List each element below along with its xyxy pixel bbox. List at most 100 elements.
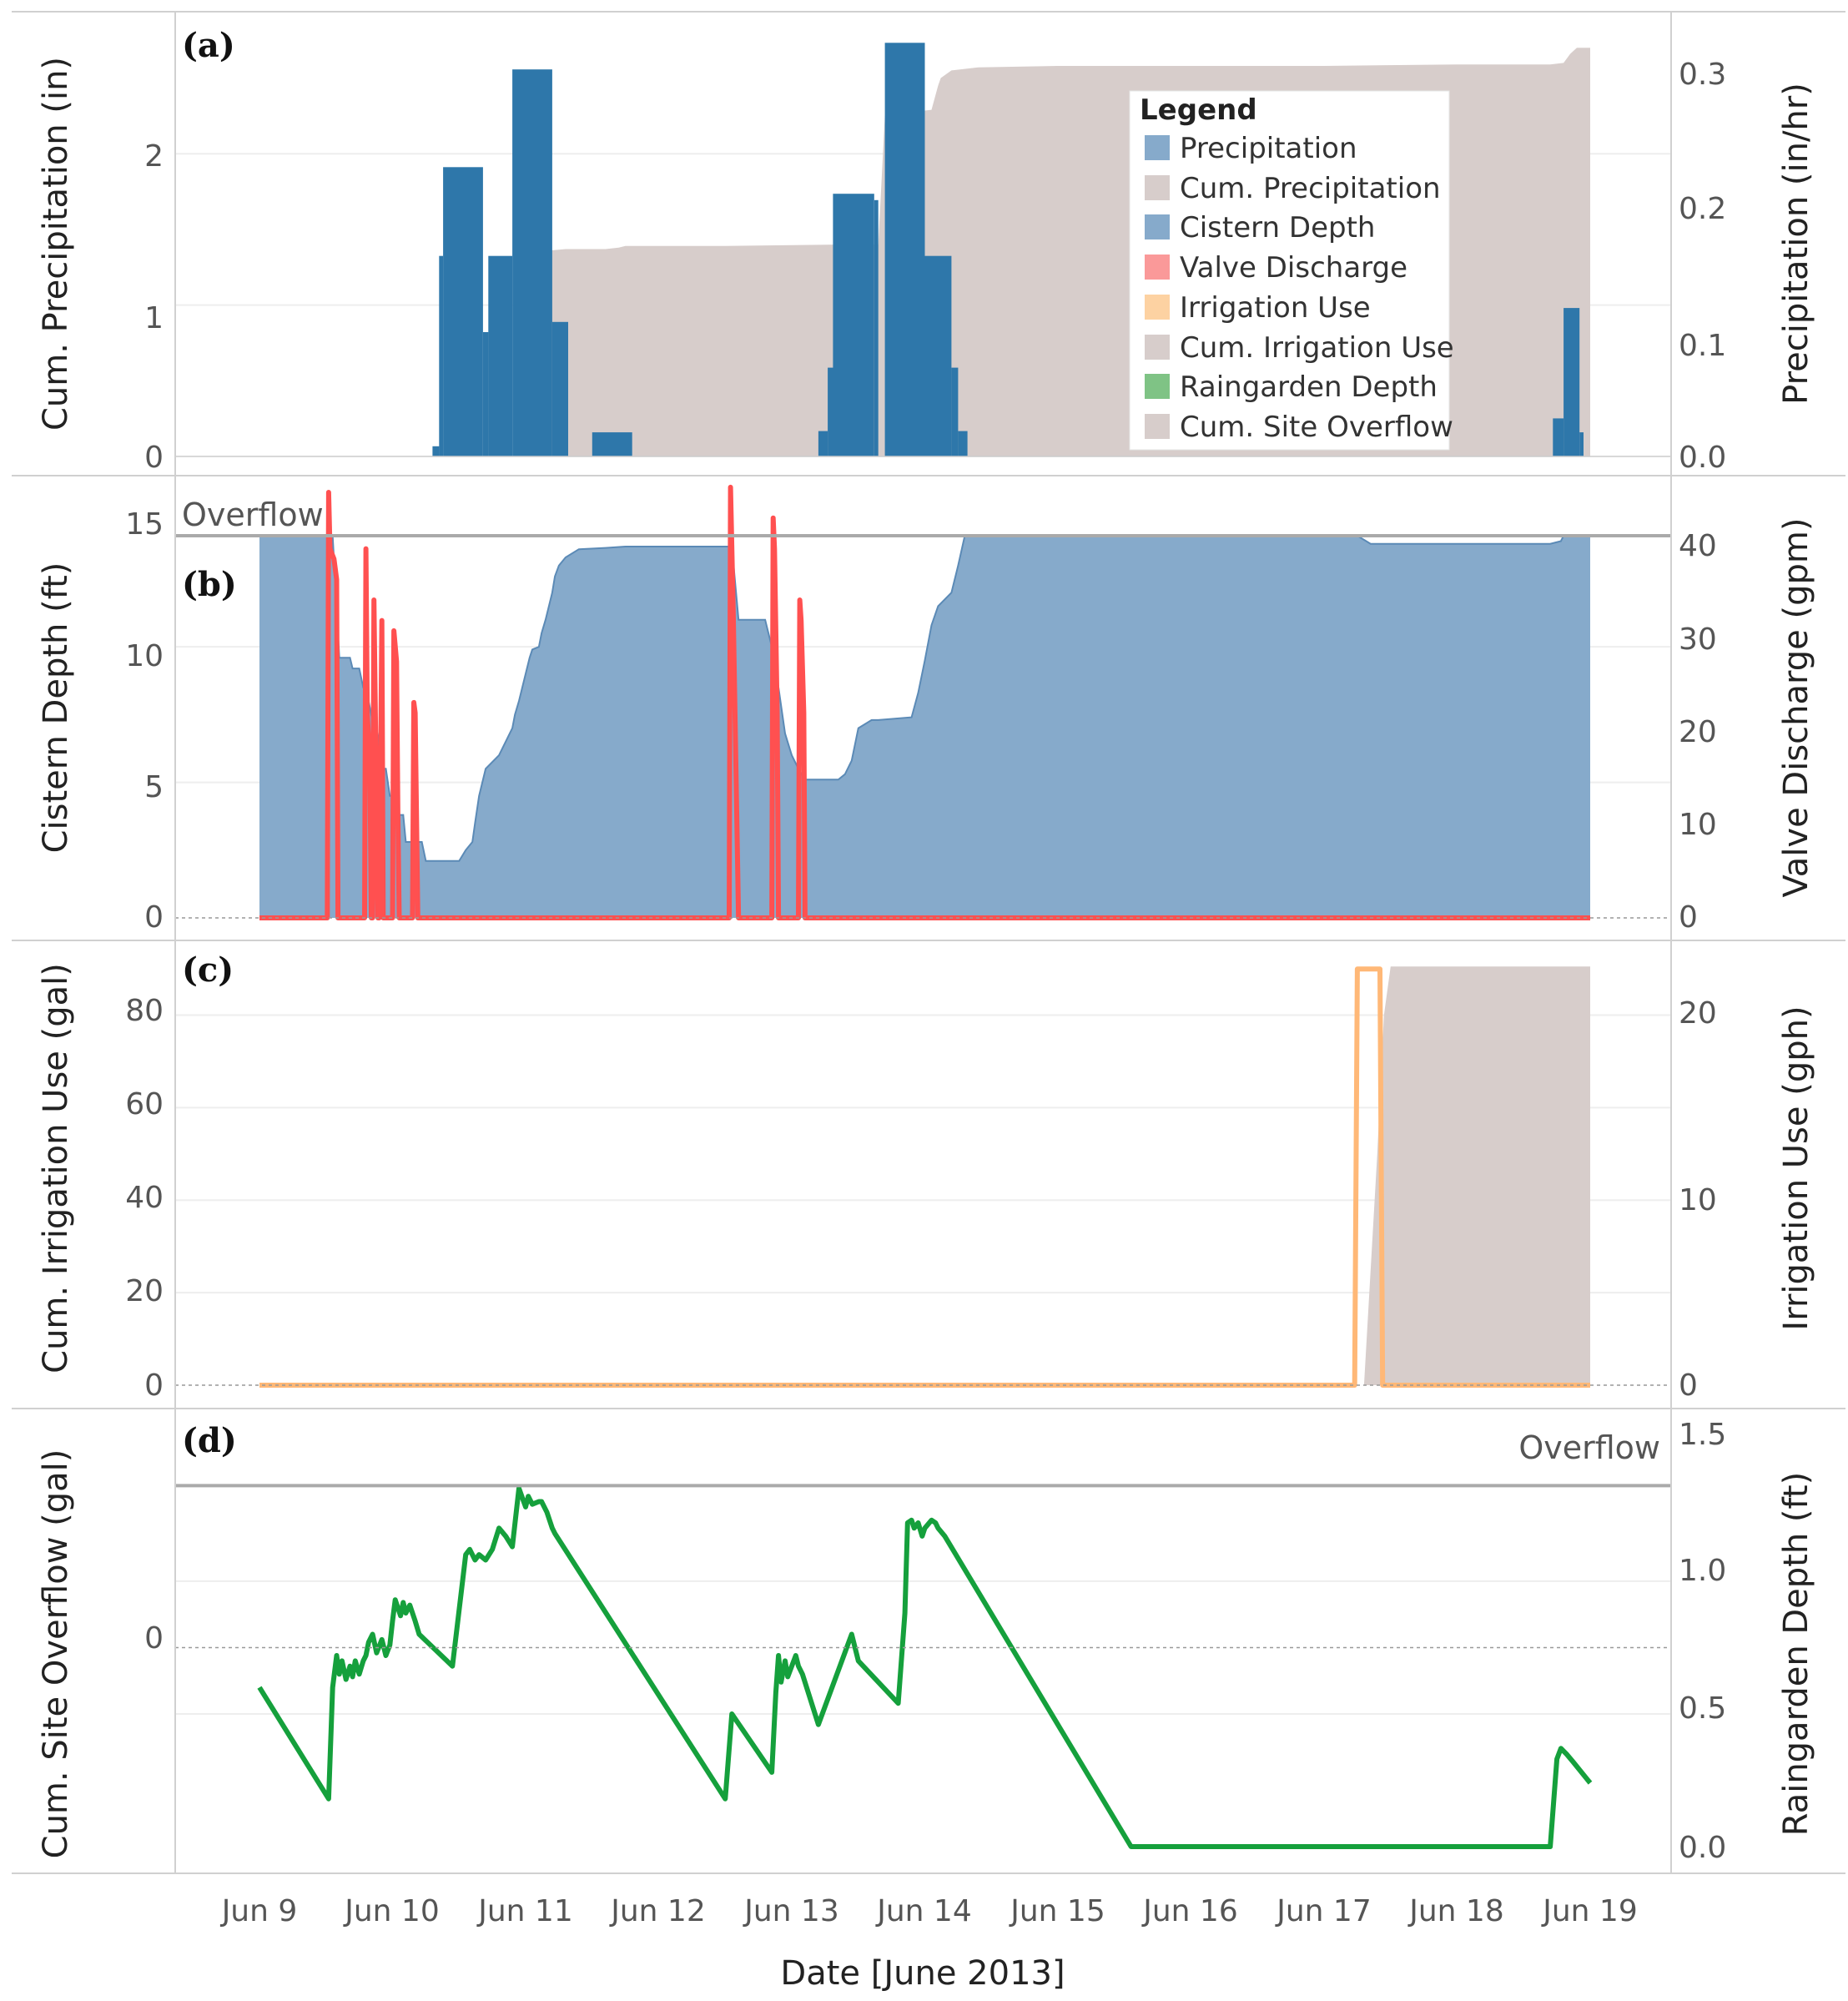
- legend-label-cum-site-overflow: Cum. Site Overflow: [1180, 411, 1453, 444]
- panel-a-right-axis-title: Precipitation (in/hr): [1777, 83, 1815, 405]
- precipitation-bar: [488, 255, 512, 456]
- x-axis: Jun 9 Jun 10 Jun 11 Jun 12 Jun 13 Jun 14…: [220, 1894, 1638, 1928]
- precipitation-bar: [551, 321, 568, 456]
- overflow-label-d: Overflow: [1518, 1429, 1660, 1466]
- legend-swatch-precipitation: [1145, 135, 1170, 160]
- legend-swatch-irrigation-use: [1145, 295, 1170, 320]
- x-tick-label: Jun 10: [343, 1894, 440, 1928]
- panel-b-left-tick: 0: [144, 900, 164, 935]
- legend-label-cum-precipitation: Cum. Precipitation: [1180, 172, 1441, 205]
- panel-d-right-tick: 1.0: [1679, 1554, 1726, 1588]
- precipitation-bar: [884, 43, 925, 457]
- panel-b-left-tick: 5: [144, 770, 164, 804]
- panel-d-right-axis-title: Raingarden Depth (ft): [1777, 1472, 1815, 1836]
- panel-a-left-tick: 1: [144, 301, 164, 335]
- panel-b-letter: (b): [182, 565, 237, 604]
- legend-title: Legend: [1140, 93, 1257, 127]
- panel-c-right-tick: 0: [1679, 1368, 1698, 1403]
- x-tick-label: Jun 14: [875, 1894, 972, 1928]
- panel-a-left-axis-title: Cum. Precipitation (in): [37, 57, 75, 431]
- x-tick-label: Jun 16: [1141, 1894, 1238, 1928]
- precipitation-bar: [874, 199, 879, 457]
- legend: Legend Precipitation Cum. Precipitation …: [1129, 90, 1454, 451]
- precipitation-bar: [924, 255, 952, 456]
- legend-label-irrigation-use: Irrigation Use: [1180, 291, 1371, 325]
- panel-a-left-tick: 0: [144, 441, 164, 475]
- raingarden-depth-line: [257, 1485, 1593, 1849]
- precipitation-bar: [1563, 308, 1580, 456]
- legend-box: [1129, 90, 1450, 451]
- x-tick-label: Jun 15: [1009, 1894, 1105, 1928]
- panel-c-right-axis-title: Irrigation Use (gph): [1777, 1006, 1815, 1330]
- legend-swatch-cistern-depth: [1145, 214, 1170, 239]
- panel-c-right-tick: 10: [1679, 1183, 1717, 1217]
- x-tick-label: Jun 19: [1541, 1894, 1638, 1928]
- precipitation-bar: [958, 431, 968, 456]
- precipitation-bar: [828, 367, 833, 456]
- precipitation-bar: [951, 367, 959, 456]
- panel-b-right-tick: 10: [1679, 808, 1717, 842]
- panel-c-left-tick: 0: [144, 1368, 164, 1403]
- precipitation-bar: [443, 167, 483, 457]
- legend-swatch-cum-site-overflow: [1145, 414, 1170, 439]
- panel-b-right-tick: 0: [1679, 900, 1698, 935]
- legend-label-cum-irrigation-use: Cum. Irrigation Use: [1180, 331, 1454, 365]
- precipitation-bar: [1579, 432, 1584, 456]
- x-tick-label: Jun 17: [1275, 1894, 1372, 1928]
- panel-b-left-tick: 15: [125, 507, 164, 542]
- precipitation-bar: [818, 431, 828, 456]
- legend-label-cistern-depth: Cistern Depth: [1180, 211, 1375, 244]
- panel-d-right-tick: 0.0: [1679, 1831, 1726, 1865]
- panel-b-right-axis-title: Valve Discharge (gpm): [1777, 518, 1815, 898]
- panel-a-left-tick: 2: [144, 139, 164, 174]
- legend-swatch-valve-discharge: [1145, 255, 1170, 280]
- precipitation-bar: [483, 332, 489, 456]
- panel-a-right-tick: 0.0: [1679, 441, 1726, 475]
- axes-layer: [12, 11, 1845, 1874]
- panel-a-letter: (a): [182, 26, 235, 65]
- overflow-label-b: Overflow: [182, 496, 324, 533]
- panel-c-letter: (c): [182, 950, 234, 990]
- x-tick-label: Jun 13: [743, 1894, 839, 1928]
- panel-b-left-axis-title: Cistern Depth (ft): [37, 562, 75, 854]
- legend-swatch-cum-precipitation: [1145, 175, 1170, 200]
- panel-d-letter: (d): [182, 1421, 237, 1460]
- panel-d-right-tick: 1.5: [1679, 1418, 1726, 1452]
- precipitation-bar: [833, 194, 874, 456]
- x-tick-label: Jun 12: [609, 1894, 706, 1928]
- panel-c-left-tick: 40: [125, 1181, 164, 1215]
- panel-b-right-tick: 40: [1679, 529, 1717, 563]
- precipitation-bar: [432, 446, 440, 456]
- panel-a-right-tick: 0.1: [1679, 329, 1726, 363]
- precipitation-bar: [512, 69, 552, 456]
- x-tick-label: Jun 18: [1407, 1894, 1504, 1928]
- panel-c-right-tick: 20: [1679, 996, 1717, 1031]
- x-tick-label: Jun 9: [220, 1894, 298, 1928]
- panel-c-left-tick: 80: [125, 994, 164, 1028]
- legend-label-raingarden-depth: Raingarden Depth: [1180, 370, 1438, 404]
- panel-b-right-tick: 30: [1679, 622, 1717, 657]
- legend-swatch-cum-irrigation-use: [1145, 335, 1170, 360]
- precipitation-bar: [439, 255, 444, 456]
- legend-swatch-raingarden-depth: [1145, 374, 1170, 399]
- panel-c-left-tick: 60: [125, 1087, 164, 1121]
- panel-b-right-tick: 20: [1679, 715, 1717, 749]
- x-tick-label: Jun 11: [476, 1894, 573, 1928]
- panel-c-left-tick: 20: [125, 1274, 164, 1308]
- precipitation-bar: [1553, 418, 1564, 456]
- panel-d-left-tick: 0: [144, 1621, 164, 1656]
- legend-label-precipitation: Precipitation: [1180, 132, 1357, 165]
- panel-a-right-tick: 0.2: [1679, 192, 1726, 226]
- panel-d-right-tick: 0.5: [1679, 1691, 1726, 1726]
- cum-irrigation-use-area: [1363, 966, 1590, 1385]
- precipitation-bar: [592, 432, 632, 456]
- cistern-depth-area: [259, 536, 1590, 918]
- x-axis-title: Date [June 2013]: [780, 1954, 1065, 1993]
- panel-c-left-axis-title: Cum. Irrigation Use (gal): [37, 963, 75, 1373]
- panel-d-frame-bg: [175, 1409, 1671, 1873]
- panel-b-left-tick: 10: [125, 639, 164, 673]
- legend-label-valve-discharge: Valve Discharge: [1180, 251, 1407, 285]
- panel-a-right-tick: 0.3: [1679, 58, 1726, 92]
- panel-d-left-axis-title: Cum. Site Overflow (gal): [37, 1449, 75, 1859]
